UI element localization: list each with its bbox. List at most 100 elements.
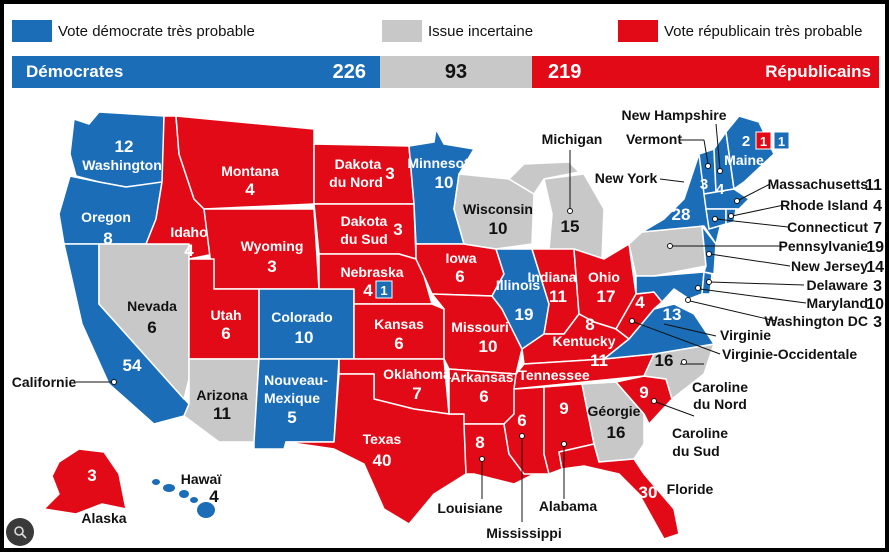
label-texas-name: Texas xyxy=(363,431,402,447)
lens-icon xyxy=(14,526,27,539)
label-mississippi-votes: 6 xyxy=(517,411,526,430)
label-south-dakota-votes: 3 xyxy=(393,220,402,239)
label-arizona-name: Arizona xyxy=(196,387,248,403)
toss-tally-bar: 93 xyxy=(380,56,532,88)
legend-toss: Issue incertaine xyxy=(382,20,618,42)
label-dc-votes: 3 xyxy=(873,314,882,331)
label-nebraska-votes: 4 xyxy=(363,281,373,300)
state-florida xyxy=(558,443,680,540)
state-pennsylvania xyxy=(628,225,707,277)
label-idaho-votes: 4 xyxy=(184,241,194,260)
label-new-jersey-votes: 14 xyxy=(866,259,884,276)
label-virginia-votes: 13 xyxy=(663,305,682,324)
label-minnesota-name: Minnesota xyxy=(407,155,476,171)
label-texas-votes: 40 xyxy=(373,451,392,470)
label-massachusetts-name: Massachusetts xyxy=(768,176,869,192)
label-new-mexico-name2: Mexique xyxy=(264,390,320,406)
label-delaware-votes: 3 xyxy=(873,278,882,295)
label-montana-votes: 4 xyxy=(245,180,255,199)
label-colorado-votes: 10 xyxy=(295,328,314,347)
label-nevada-name: Nevada xyxy=(127,298,177,314)
label-north-dakota-name1: Dakota xyxy=(335,156,382,172)
label-utah-name: Utah xyxy=(210,307,241,323)
label-tennessee-name: Tennessee xyxy=(518,367,590,383)
label-mississippi-name: Mississippi xyxy=(486,525,561,541)
label-indiana-name: Indiana xyxy=(527,269,576,285)
label-ohio-name: Ohio xyxy=(588,269,620,285)
label-hawaii-votes: 4 xyxy=(209,487,219,506)
label-alaska-name: Alaska xyxy=(81,510,126,526)
label-south-carolina-name2: du Sud xyxy=(672,443,719,459)
label-alabama-name: Alabama xyxy=(539,498,598,514)
label-dc-name: Washington DC xyxy=(764,313,868,329)
label-vermont-votes: 3 xyxy=(700,176,708,193)
legend-rep-label: Vote républicain très probable xyxy=(664,22,863,40)
label-california-name: Californie xyxy=(12,374,77,390)
label-kansas-name: Kansas xyxy=(374,316,424,332)
label-massachusetts-votes: 11 xyxy=(865,177,882,194)
label-kansas-votes: 6 xyxy=(394,334,403,353)
label-new-hampshire-name: New Hampshire xyxy=(621,107,726,123)
label-maryland-name: Maryland xyxy=(807,295,868,311)
state-texas xyxy=(285,373,467,525)
label-indiana-votes: 11 xyxy=(549,287,567,306)
label-connecticut-name: Connecticut xyxy=(787,219,868,235)
label-idaho-name: Idaho xyxy=(170,224,207,240)
label-michigan-votes: 15 xyxy=(561,217,580,236)
state-alaska xyxy=(43,448,127,515)
label-nebraska-name: Nebraska xyxy=(340,264,403,280)
label-north-carolina-name1: Caroline xyxy=(692,379,748,395)
label-florida-votes: 30 xyxy=(639,483,658,502)
legend-toss-label: Issue incertaine xyxy=(428,22,534,40)
label-alabama-votes: 9 xyxy=(559,399,568,418)
label-alaska-votes: 3 xyxy=(87,466,96,485)
toss-tally-votes: 93 xyxy=(444,60,468,83)
label-virginia-name: Virginie xyxy=(720,327,771,343)
us-map: 12 Washington Oregon 8 54 Idaho 4 Montan… xyxy=(12,107,884,541)
label-maryland-votes: 10 xyxy=(866,296,884,313)
label-iowa-votes: 6 xyxy=(455,267,464,286)
legend-dem: Vote démocrate très probable xyxy=(12,20,382,42)
label-nevada-votes: 6 xyxy=(147,318,156,337)
label-michigan-name: Michigan xyxy=(542,131,603,147)
label-wisconsin-name: Wisconsin xyxy=(463,201,533,217)
dem-tally-votes: 226 xyxy=(332,60,366,83)
label-vermont-name: Vermont xyxy=(626,131,682,147)
dem-tally-bar: Démocrates 226 xyxy=(12,56,380,88)
label-delaware-name: Delaware xyxy=(807,277,869,293)
state-massachusetts xyxy=(703,188,750,210)
rep-tally-votes: 219 xyxy=(548,60,582,83)
label-maine-votes: 2 xyxy=(742,133,750,150)
label-new-york-name: New York xyxy=(595,170,658,186)
label-arizona-votes: 11 xyxy=(213,404,231,423)
label-missouri-name: Missouri xyxy=(451,319,509,335)
label-georgia-name: Géorgie xyxy=(588,403,641,419)
label-oklahoma-votes: 7 xyxy=(412,384,421,403)
label-oklahoma-name: Oklahoma xyxy=(383,366,451,382)
dem-tally-name: Démocrates xyxy=(26,62,124,81)
label-oregon-name: Oregon xyxy=(81,209,131,225)
label-iowa-name: Iowa xyxy=(445,250,476,266)
label-pennsylvania-votes: 19 xyxy=(866,239,884,256)
label-wyoming-name: Wyoming xyxy=(241,238,304,254)
label-north-carolina-name2: du Nord xyxy=(693,396,747,412)
label-washington-votes: 12 xyxy=(115,137,134,156)
state-hawaii xyxy=(152,479,215,518)
label-west-virginia-name: Virginie-Occidentale xyxy=(722,346,857,362)
maine-split-rep: 1 xyxy=(760,134,767,149)
label-rhode-island-name: Rhode Island xyxy=(780,197,868,213)
label-new-york-votes: 28 xyxy=(672,205,691,224)
legend-dem-swatch xyxy=(12,20,52,42)
legend-dem-label: Vote démocrate très probable xyxy=(58,22,255,40)
label-california-votes: 54 xyxy=(123,356,142,375)
overlay-lens-button[interactable] xyxy=(6,518,34,546)
rep-tally-bar: 219 Républicains xyxy=(532,56,879,88)
rep-tally-name: Républicains xyxy=(765,62,871,81)
label-new-mexico-name1: Nouveau- xyxy=(264,372,328,388)
legend-toss-swatch xyxy=(382,20,422,42)
label-montana-name: Montana xyxy=(221,163,279,179)
label-washington-name: Washington xyxy=(82,157,162,173)
label-kentucky-name: Kentucky xyxy=(552,333,615,349)
label-north-dakota-votes: 3 xyxy=(385,164,394,183)
label-wyoming-votes: 3 xyxy=(267,257,276,276)
